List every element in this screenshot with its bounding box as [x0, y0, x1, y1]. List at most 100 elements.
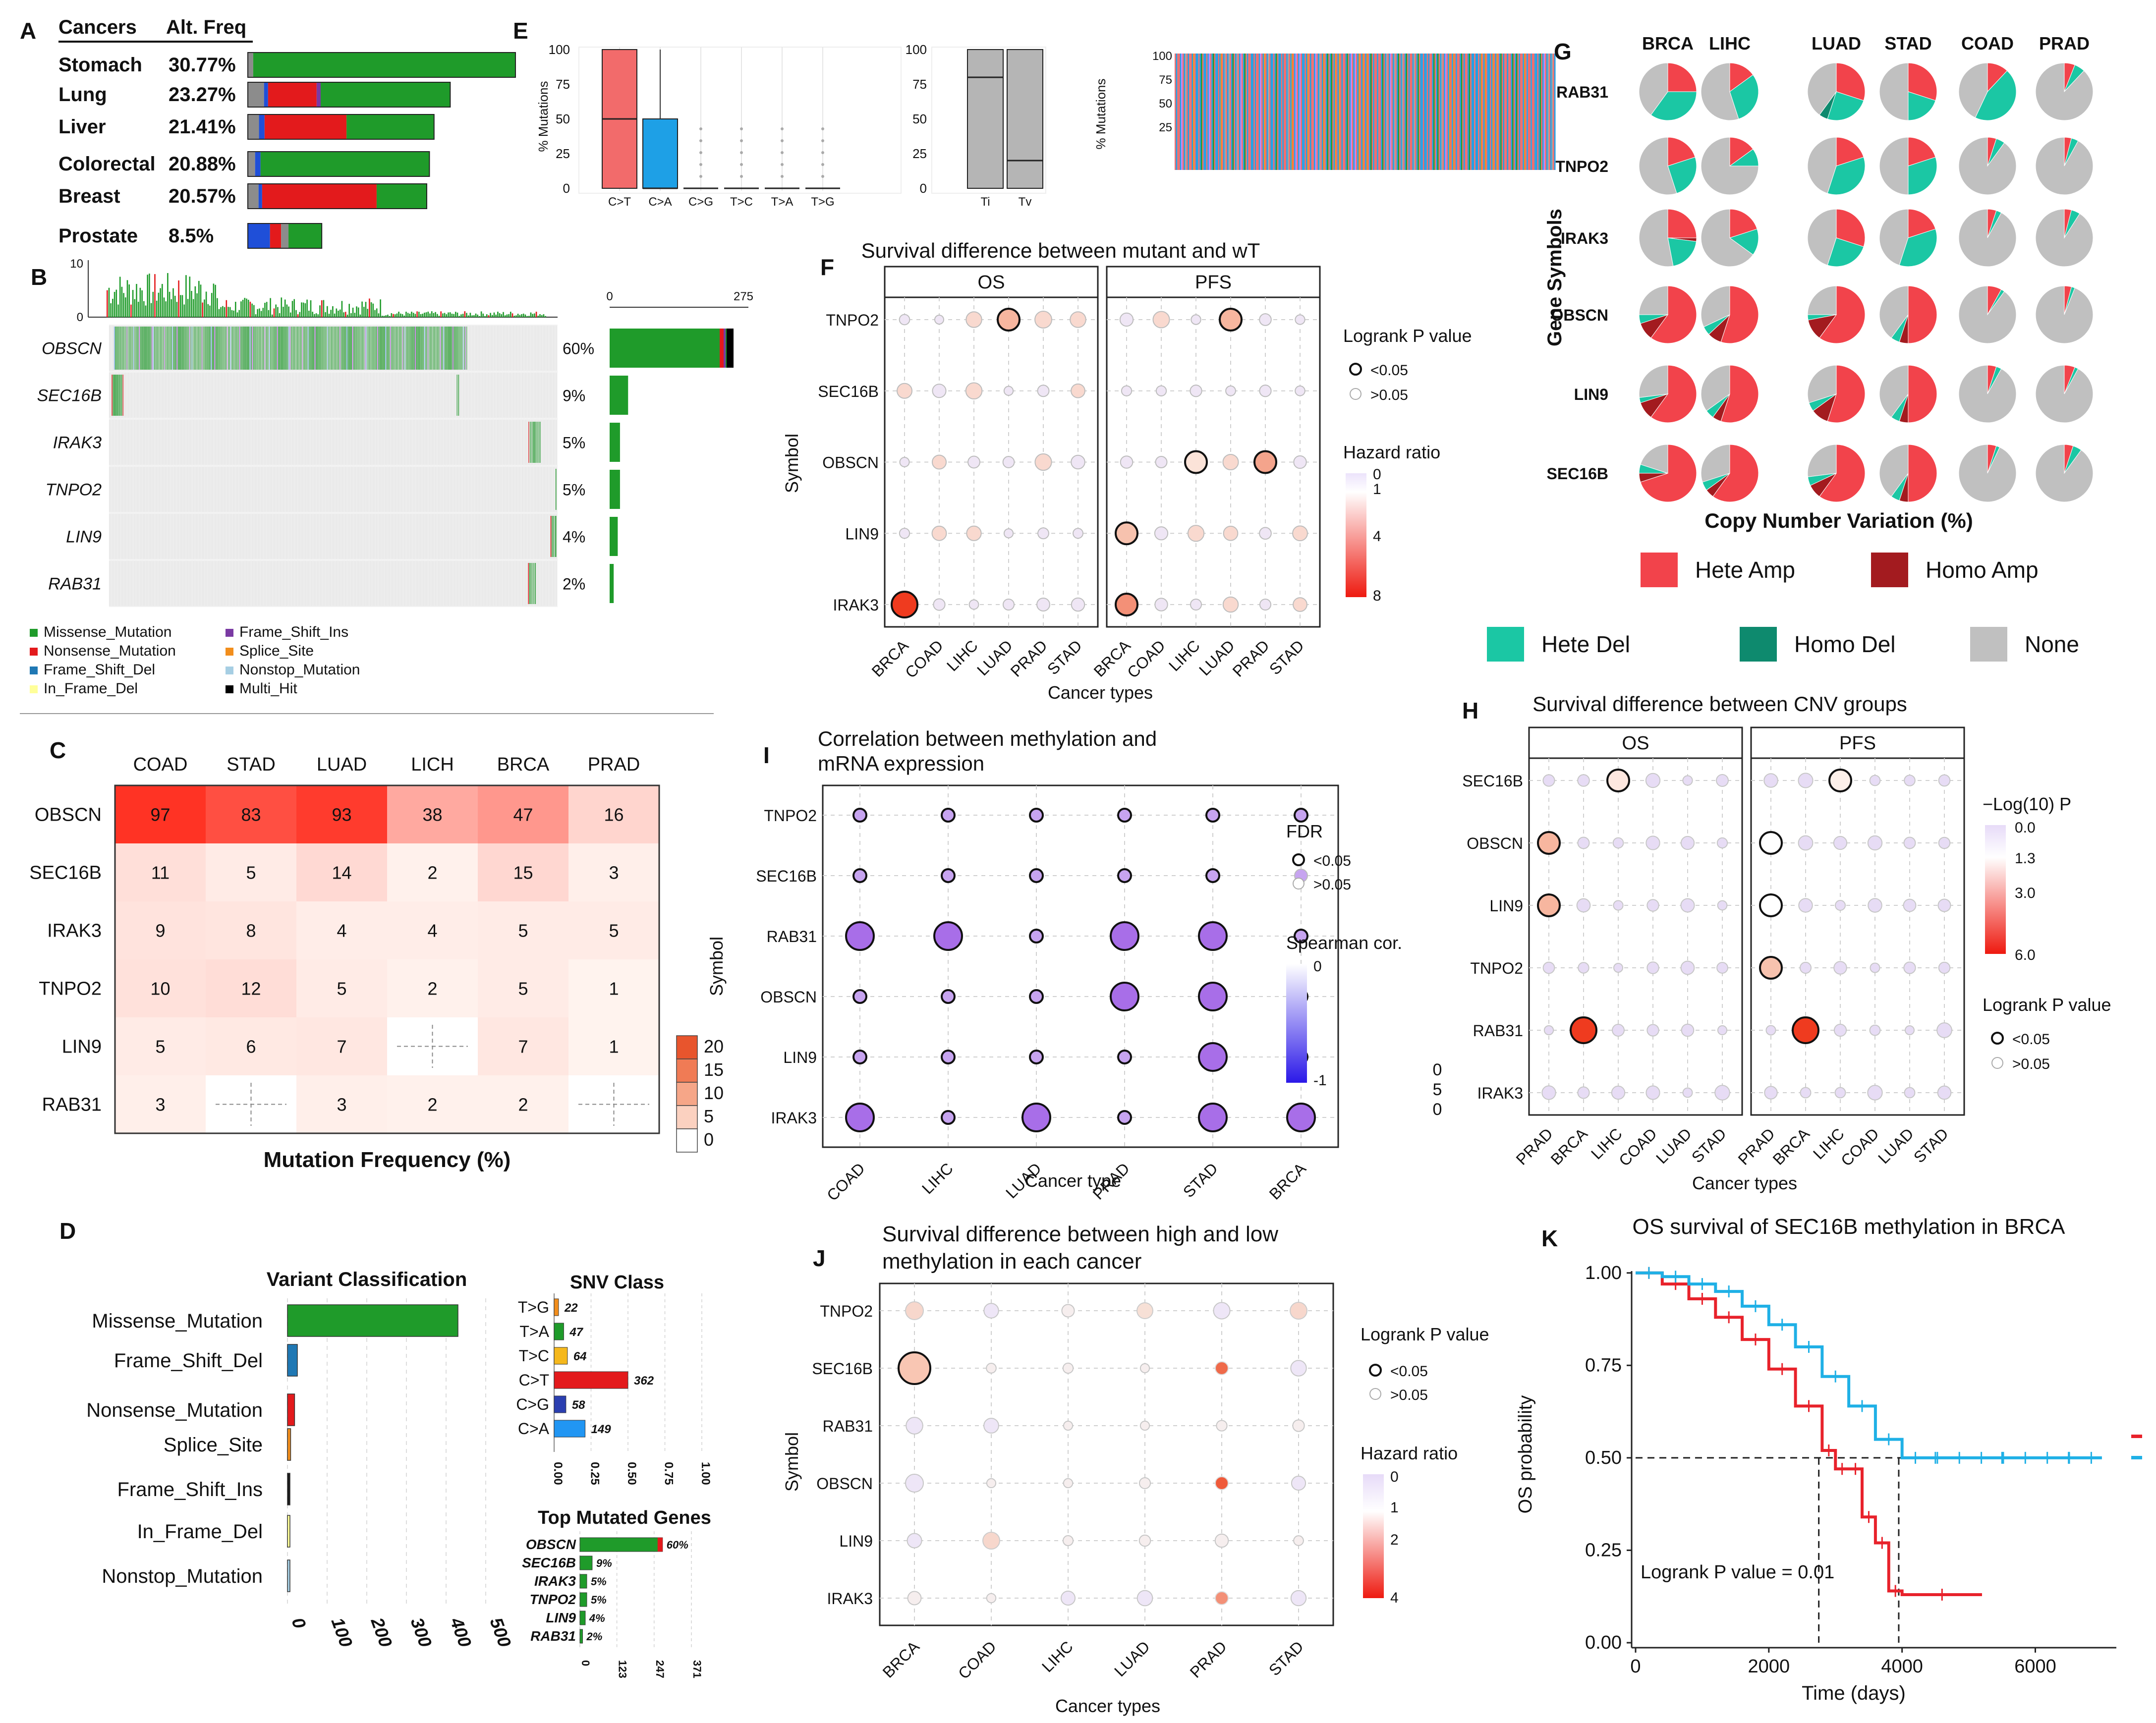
j-bubble: [983, 1303, 999, 1319]
h-bubble: [1680, 898, 1695, 913]
grid-tick: [236, 561, 237, 606]
spectrum-bar: [1352, 54, 1354, 170]
spectrum-bar: [1343, 54, 1344, 170]
burden-bar: [209, 305, 211, 317]
mutation-tick: [325, 327, 326, 370]
heat-cell: [115, 959, 206, 1017]
burden-bar: [143, 301, 145, 317]
grid-tick: [137, 326, 138, 371]
grid-tick: [478, 326, 479, 371]
f-bubble: [891, 591, 918, 618]
grid-tick: [431, 373, 432, 418]
f-legend-p-sig: [1349, 363, 1362, 376]
burden-bar: [249, 301, 251, 317]
grid-tick: [155, 514, 156, 559]
grid-tick: [406, 326, 407, 371]
grid-tick: [439, 467, 440, 512]
burden-bar: [308, 310, 310, 317]
grid-tick: [401, 420, 402, 465]
i-legend-fdr-title: FDR: [1286, 821, 1323, 841]
grid-tick: [314, 373, 315, 418]
grid-tick: [332, 373, 333, 418]
f-xtick: COAD: [1124, 636, 1169, 681]
spectrum-bar: [1448, 54, 1449, 170]
mutation-tick: [187, 327, 188, 370]
grid-tick: [288, 561, 289, 606]
grid-tick: [296, 561, 297, 606]
f-legend-p-ns: [1350, 388, 1362, 400]
grid-tick: [524, 514, 525, 559]
grid-tick: [262, 420, 263, 465]
burden-bar: [330, 310, 332, 317]
grid-tick: [109, 326, 110, 371]
alt-bar-segment: [253, 53, 515, 77]
grid-tick: [288, 373, 289, 418]
mutation-tick: [140, 327, 141, 370]
grid-tick: [498, 467, 499, 512]
h-bubble: [1904, 775, 1916, 786]
row-label: LIN9: [62, 1037, 102, 1057]
f-legend-p-title: Logrank P value: [1343, 326, 1472, 346]
burden-bar: [178, 280, 179, 317]
grid-tick: [230, 326, 231, 371]
f-legend-hr-title: Hazard ratio: [1343, 442, 1440, 462]
f-bubble: [1259, 385, 1272, 397]
grid-tick: [519, 561, 520, 606]
spectrum-bar: [1249, 54, 1251, 170]
grid-tick: [221, 561, 222, 606]
f-xlabel: Cancer types: [1048, 682, 1153, 703]
mutation-tick: [353, 327, 354, 370]
grid-tick: [407, 514, 408, 559]
spectrum-bar: [1340, 54, 1342, 170]
grid-tick: [367, 373, 368, 418]
burden-bar: [539, 314, 541, 317]
burden-bar: [429, 313, 431, 317]
burden-bar: [479, 316, 480, 317]
mutation-tick: [411, 327, 412, 370]
grid-tick: [555, 514, 556, 559]
alt-bar: [247, 223, 323, 249]
grid-tick: [338, 326, 339, 371]
spectrum-bar: [1425, 54, 1427, 170]
grid-tick: [307, 514, 308, 559]
grid-tick: [177, 561, 178, 606]
burden-bar: [338, 310, 339, 317]
grid-tick: [273, 420, 274, 465]
spectrum-bar: [1371, 54, 1373, 170]
grid-tick: [209, 514, 210, 559]
h-xtick: BRCA: [1769, 1124, 1814, 1168]
grid-tick: [150, 561, 151, 606]
i-ytick: RAB31: [767, 928, 817, 945]
grid-tick: [426, 373, 427, 418]
grid-tick: [131, 373, 132, 418]
h-bubble: [1904, 1087, 1916, 1099]
grid-tick: [137, 467, 138, 512]
grid-tick: [550, 373, 551, 418]
spectrum-bar: [1223, 54, 1225, 170]
mutation-tick: [206, 327, 207, 370]
grid-tick: [512, 326, 513, 371]
mutation-tick: [120, 327, 122, 370]
mutation-tick: [354, 327, 355, 370]
heat-cell: [296, 785, 387, 843]
grid-tick: [339, 373, 340, 418]
alt-bar-segment: [321, 82, 451, 107]
spectrum-bar: [1324, 54, 1326, 170]
burden-bar: [370, 302, 372, 317]
mutation-tick: [120, 375, 121, 416]
pie-slice: [1879, 62, 1909, 121]
grid-tick: [348, 467, 349, 512]
spectrum-bar: [1534, 54, 1536, 170]
mutation-tick: [439, 327, 440, 370]
burden-bar: [456, 312, 458, 317]
spectrum-bar: [1410, 54, 1411, 170]
grid-tick: [169, 561, 170, 606]
f-bubble: [1071, 597, 1085, 612]
grid-tick: [361, 326, 362, 371]
h-bubble: [1717, 1025, 1728, 1036]
spectrum-bar: [1527, 54, 1528, 170]
grid-tick: [308, 373, 309, 418]
grid-tick: [156, 420, 157, 465]
burden-bar: [170, 299, 172, 317]
mutation-tick: [211, 327, 212, 370]
